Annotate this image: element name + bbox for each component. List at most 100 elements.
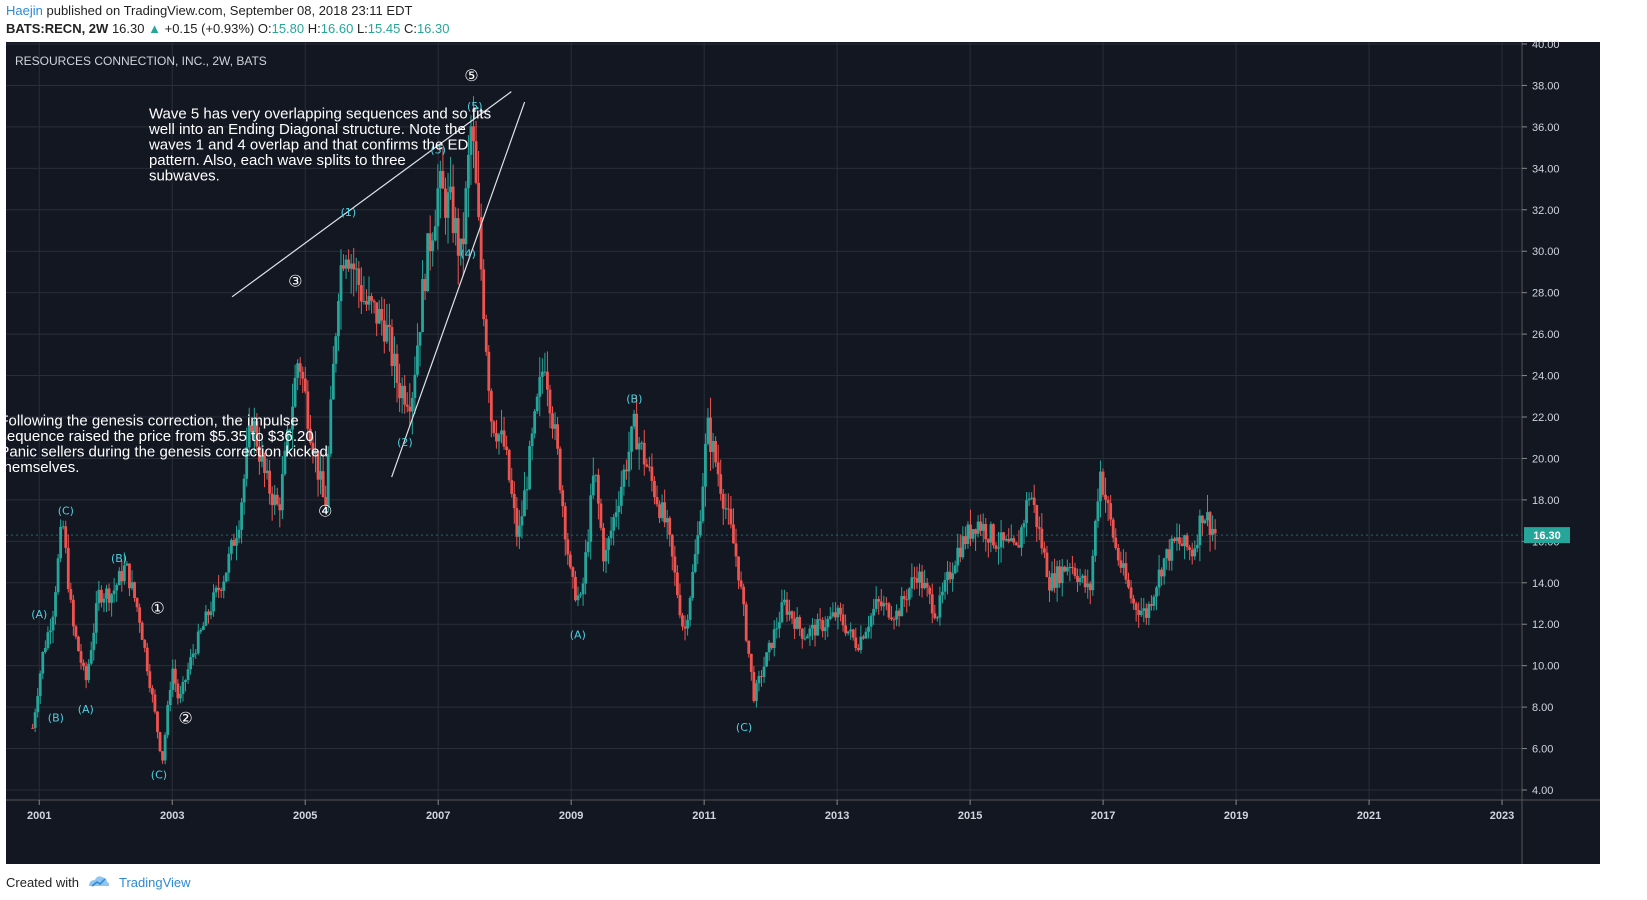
candle-body (686, 619, 689, 629)
time-tick-label: 2011 (692, 810, 716, 822)
candle-body (709, 417, 712, 453)
candle-body (1002, 532, 1006, 541)
time-tick-label: 2003 (160, 810, 184, 822)
time-tick-label: 2017 (1091, 810, 1115, 822)
candle-body (461, 238, 465, 245)
time-tick-label: 2001 (27, 810, 51, 822)
candle-body (1190, 549, 1194, 557)
candle-body (224, 572, 228, 582)
candle-body (377, 308, 381, 324)
candle-body (444, 188, 447, 218)
wave-label: (C) (151, 768, 167, 781)
candle-body (46, 632, 50, 649)
candle-body (161, 751, 164, 761)
time-axis[interactable]: 2001 2003 2005 2007 2009 2011 2013 2015 2017 2019… (6, 799, 1600, 822)
candle-body (579, 594, 582, 596)
price-tick-label: 14.00 (1532, 578, 1560, 590)
candle-body (892, 619, 896, 621)
low-value: 15.45 (367, 21, 401, 36)
candle-body (614, 512, 618, 518)
candle-body (887, 603, 891, 618)
candle-body (59, 526, 63, 559)
candle-body (145, 647, 149, 672)
candle-body (836, 607, 840, 618)
candle-body (250, 425, 254, 433)
candle-body (1040, 528, 1044, 549)
candle-body (49, 630, 52, 633)
candle-body (732, 524, 735, 544)
candle-body (920, 571, 924, 589)
candle-body (156, 711, 159, 733)
candle-body (446, 192, 450, 218)
candle-body (166, 705, 170, 735)
candle-body (617, 505, 621, 513)
candle-body (1060, 566, 1064, 584)
candle-body (120, 571, 124, 582)
tradingview-link[interactable]: TradingView (118, 874, 191, 890)
candle-body (640, 442, 644, 444)
candle-body (772, 629, 776, 649)
candle-body (372, 300, 376, 303)
candle-body (907, 588, 911, 600)
candle-body (1063, 566, 1067, 572)
wave-label: (C) (58, 504, 74, 517)
candle-body (184, 679, 187, 682)
candle-body (663, 502, 667, 523)
candle-body (324, 497, 328, 507)
candle-body (209, 611, 213, 616)
candle-body (433, 226, 437, 241)
candle-body (181, 681, 185, 694)
candle-body (630, 426, 633, 452)
candle-body (301, 371, 305, 379)
candle-body (800, 628, 804, 639)
time-tick-label: 2007 (426, 810, 450, 822)
candle-body (388, 324, 391, 328)
price-axis[interactable]: 4.006.008.0010.0012.0014.0016.0018.0020.… (1521, 39, 1570, 864)
candle-body (418, 332, 422, 346)
candle-body (245, 447, 249, 479)
candle-body (1170, 538, 1174, 561)
candle-body (484, 319, 488, 352)
candle-body (673, 556, 677, 573)
candle-body (609, 530, 613, 539)
candle-body (1155, 587, 1158, 597)
candle-body (884, 603, 888, 605)
candle-body (533, 411, 537, 434)
candle-body (760, 675, 763, 677)
candle-body (841, 614, 845, 626)
candle-body (839, 607, 842, 615)
candle-body (849, 629, 853, 632)
candle-body (1004, 539, 1008, 541)
candle-body (556, 424, 560, 449)
candle-body (1065, 567, 1069, 572)
candle-body (737, 556, 740, 581)
candle-body (1093, 521, 1097, 556)
publisher-name[interactable]: Haejin (6, 3, 43, 18)
candle-body (668, 518, 672, 535)
candle-body (339, 265, 343, 302)
candle-body (619, 486, 623, 506)
candle-body (589, 495, 593, 542)
candle-body (879, 601, 883, 607)
candle-body (969, 524, 972, 539)
candle-body (747, 640, 751, 654)
chart-title: RESOURCES CONNECTION, INC., 2W, BATS (15, 54, 267, 68)
wave-label: (4) (460, 247, 476, 260)
candle-body (199, 629, 203, 632)
candle-body (818, 619, 822, 621)
last-price-tag-label: 16.30 (1533, 530, 1561, 542)
candle-body (691, 571, 695, 598)
annotation-line: Wave 5 has very overlapping sequences an… (149, 106, 491, 123)
candle-body (502, 430, 506, 447)
wave-label: ① (150, 599, 164, 618)
candle-body (811, 624, 814, 629)
candle-body (729, 509, 733, 525)
candle-body (390, 327, 394, 367)
candle-body (805, 636, 809, 639)
candle-body (87, 663, 91, 681)
candle-body (385, 324, 389, 342)
candle-body (767, 642, 771, 653)
candle-body (721, 493, 725, 509)
wave-label: (B) (626, 392, 642, 405)
